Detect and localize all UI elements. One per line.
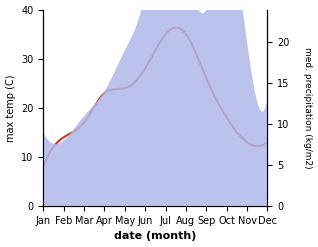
Y-axis label: med. precipitation (kg/m2): med. precipitation (kg/m2) xyxy=(303,47,313,169)
Y-axis label: max temp (C): max temp (C) xyxy=(5,74,16,142)
X-axis label: date (month): date (month) xyxy=(114,231,197,242)
